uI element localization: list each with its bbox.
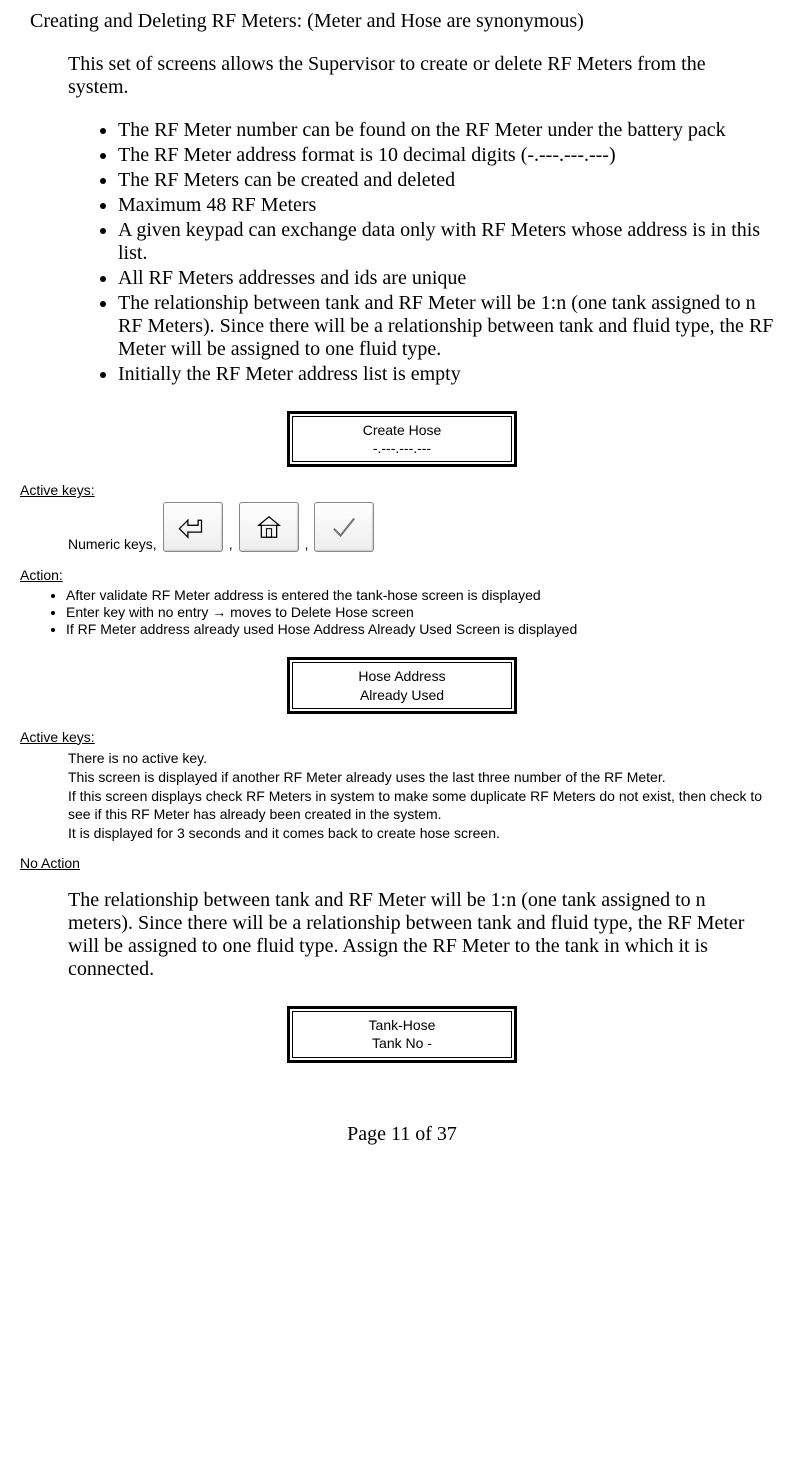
active-keys-label: Active keys:	[20, 482, 784, 498]
list-item: Enter key with no entry → moves to Delet…	[66, 604, 784, 620]
note-line: It is displayed for 3 seconds and it com…	[68, 824, 774, 843]
check-key-button[interactable]	[314, 502, 374, 552]
lcd-line2: Already Used	[301, 686, 503, 704]
action-bullet-list: After validate RF Meter address is enter…	[38, 587, 784, 637]
page-heading: Creating and Deleting RF Meters: (Meter …	[30, 10, 784, 33]
list-item: After validate RF Meter address is enter…	[66, 587, 784, 603]
lcd-inner: Hose Address Already Used	[292, 662, 512, 708]
list-item: The RF Meters can be created and deleted	[118, 169, 784, 192]
separator-comma: ,	[229, 536, 233, 552]
lcd-hose-address-used: Hose Address Already Used	[287, 657, 517, 713]
checkmark-icon	[327, 510, 361, 544]
list-item: The relationship between tank and RF Met…	[118, 292, 784, 361]
main-bullet-list: The RF Meter number can be found on the …	[68, 119, 784, 386]
page-footer: Page 11 of 37	[20, 1123, 784, 1146]
lcd-line2: Tank No -	[301, 1034, 503, 1052]
lcd-create-hose: Create Hose -.---.---.---	[287, 411, 517, 467]
lcd-line1: Hose Address	[301, 667, 503, 685]
note-line: This screen is displayed if another RF M…	[68, 768, 774, 787]
no-action-label: No Action	[20, 855, 784, 871]
numeric-keys-text: Numeric keys,	[68, 536, 157, 552]
list-item: A given keypad can exchange data only wi…	[118, 219, 784, 265]
lcd-tank-hose: Tank-Hose Tank No -	[287, 1006, 517, 1062]
back-arrow-icon	[176, 510, 210, 544]
lcd-inner: Tank-Hose Tank No -	[292, 1011, 512, 1057]
separator-comma: ,	[305, 536, 309, 552]
home-icon	[252, 510, 286, 544]
list-item: If RF Meter address already used Hose Ad…	[66, 621, 784, 637]
active-keys-notes: There is no active key. This screen is d…	[68, 749, 774, 843]
note-line: There is no active key.	[68, 749, 774, 768]
list-item: Maximum 48 RF Meters	[118, 194, 784, 217]
list-item: Initially the RF Meter address list is e…	[118, 363, 784, 386]
lcd-line2: -.---.---.---	[301, 439, 503, 457]
lcd-line1: Create Hose	[301, 421, 503, 439]
active-keys-label-2: Active keys:	[20, 729, 784, 745]
note-line: If this screen displays check RF Meters …	[68, 787, 774, 825]
relationship-paragraph: The relationship between tank and RF Met…	[68, 889, 774, 981]
list-item: The RF Meter number can be found on the …	[118, 119, 784, 142]
action-label: Action:	[20, 567, 784, 583]
active-keys-row: Numeric keys, , ,	[68, 502, 784, 552]
lcd-line1: Tank-Hose	[301, 1016, 503, 1034]
lcd-inner: Create Hose -.---.---.---	[292, 416, 512, 462]
back-key-button[interactable]	[163, 502, 223, 552]
home-key-button[interactable]	[239, 502, 299, 552]
list-item: The RF Meter address format is 10 decima…	[118, 144, 784, 167]
intro-paragraph: This set of screens allows the Superviso…	[68, 53, 764, 99]
list-item: All RF Meters addresses and ids are uniq…	[118, 267, 784, 290]
